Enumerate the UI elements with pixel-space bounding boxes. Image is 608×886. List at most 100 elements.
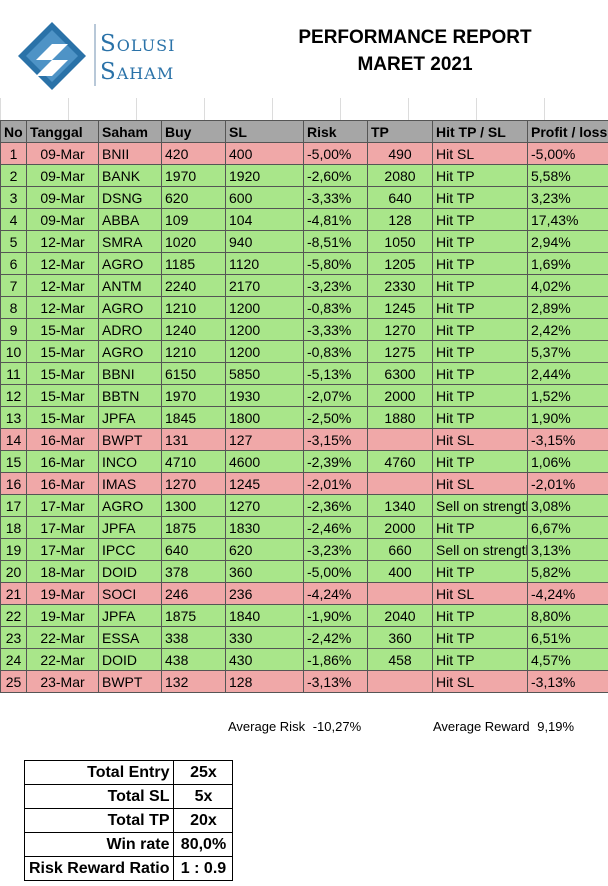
row-profit-loss: 2,94% [527,230,608,253]
stats-value: 20x [173,808,234,833]
row-date: 12-Mar [26,296,99,319]
row-risk: -3,23% [303,274,368,297]
stats-value: 25x [173,760,234,785]
row-ticker: AGRO [98,494,162,517]
table-row: 13 15-Mar JPFA 1845 1800 -2,50% 1880 Hit TP 1,90… [0,406,608,429]
average-reward-label: Average Reward [433,719,530,734]
row-date: 23-Mar [26,670,99,693]
row-no: 2 [0,164,27,187]
row-hit-status: Hit TP [432,296,528,319]
row-no: 8 [0,296,27,319]
row-no: 11 [0,362,27,385]
row-buy: 1210 [161,340,226,363]
row-risk: -1,90% [303,604,368,627]
row-no: 15 [0,450,27,473]
row-risk: -3,33% [303,186,368,209]
row-sl: 1930 [225,384,304,407]
row-date: 19-Mar [26,604,99,627]
table-row: 5 12-Mar SMRA 1020 940 -8,51% 1050 Hit TP 2,94% [0,230,608,253]
row-sl: 1200 [225,296,304,319]
row-sl: 127 [225,428,304,451]
row-sl: 1800 [225,406,304,429]
row-ticker: BBTN [98,384,162,407]
row-sl: 430 [225,648,304,671]
row-sl: 1200 [225,340,304,363]
row-date: 15-Mar [26,362,99,385]
row-ticker: AGRO [98,252,162,275]
row-buy: 109 [161,208,226,231]
row-tp: 640 [367,186,433,209]
row-tp: 128 [367,208,433,231]
row-date: 15-Mar [26,340,99,363]
row-hit-status: Hit TP [432,208,528,231]
row-no: 7 [0,274,27,297]
stats-label: Total TP [23,808,175,833]
row-profit-loss: -2,01% [527,472,608,495]
average-reward-value: 9,19% [537,719,575,734]
row-sl: 330 [225,626,304,649]
row-buy: 438 [161,648,226,671]
row-date: 15-Mar [26,384,99,407]
performance-table: No Tanggal Saham Buy SL Risk TP Hit TP /… [0,120,608,693]
row-buy: 1970 [161,164,226,187]
row-tp: 400 [367,560,433,583]
row-risk: -4,24% [303,582,368,605]
row-risk: -5,00% [303,560,368,583]
table-row: 2 09-Mar BANK 1970 1920 -2,60% 2080 Hit TP 5,58% [0,164,608,187]
average-risk-value: -10,27% [312,719,362,734]
row-profit-loss: 1,06% [527,450,608,473]
table-row: 24 22-Mar DOID 438 430 -1,86% 458 Hit TP 4,57% [0,648,608,671]
table-row: 8 12-Mar AGRO 1210 1200 -0,83% 1245 Hit TP 2,89% [0,296,608,319]
row-sl: 104 [225,208,304,231]
row-risk: -5,80% [303,252,368,275]
table-row: 25 23-Mar BWPT 132 128 -3,13% Hit SL -3,13% [0,670,608,693]
row-buy: 6150 [161,362,226,385]
table-row: 17 17-Mar AGRO 1300 1270 -2,36% 1340 Sell on st… [0,494,608,517]
row-profit-loss: 2,89% [527,296,608,319]
row-hit-status: Hit TP [432,648,528,671]
row-hit-status: Hit SL [432,142,528,165]
row-risk: -1,86% [303,648,368,671]
row-date: 09-Mar [26,186,99,209]
row-no: 16 [0,472,27,495]
col-header-tanggal: Tanggal [26,120,99,143]
row-ticker: BWPT [98,670,162,693]
brand-logo: Solusi Saham [14,18,214,90]
row-hit-status: Hit SL [432,670,528,693]
row-sl: 400 [225,142,304,165]
stats-row: Total TP 20x [23,808,234,833]
row-ticker: JPFA [98,406,162,429]
row-no: 20 [0,560,27,583]
col-header-hit: Hit TP / SL [432,120,528,143]
row-ticker: AGRO [98,340,162,363]
row-ticker: IMAS [98,472,162,495]
row-sl: 620 [225,538,304,561]
row-risk: -2,60% [303,164,368,187]
row-date: 09-Mar [26,208,99,231]
row-risk: -2,46% [303,516,368,539]
table-row: 21 19-Mar SOCI 246 236 -4,24% Hit SL -4,24% [0,582,608,605]
row-buy: 1210 [161,296,226,319]
row-profit-loss: 8,80% [527,604,608,627]
row-sl: 128 [225,670,304,693]
average-reward: Average Reward 9,19% [433,719,574,734]
row-no: 4 [0,208,27,231]
row-buy: 132 [161,670,226,693]
brand-name: Solusi Saham [100,30,175,86]
stats-body: Total Entry 25x Total SL 5x Total TP 20x Win r… [23,760,234,881]
report-header: Solusi Saham PERFORMANCE REPORT MARET 20… [0,0,608,100]
stats-row: Risk Reward Ratio 1 : 0.9 [23,856,234,881]
row-ticker: BANK [98,164,162,187]
row-no: 1 [0,142,27,165]
row-buy: 378 [161,560,226,583]
row-hit-status: Hit TP [432,252,528,275]
row-date: 17-Mar [26,516,99,539]
row-profit-loss: 3,23% [527,186,608,209]
row-tp: 458 [367,648,433,671]
row-ticker: ESSA [98,626,162,649]
table-row: 15 16-Mar INCO 4710 4600 -2,39% 4760 Hit TP 1,06… [0,450,608,473]
row-date: 12-Mar [26,252,99,275]
row-no: 23 [0,626,27,649]
row-tp: 2040 [367,604,433,627]
row-buy: 1240 [161,318,226,341]
